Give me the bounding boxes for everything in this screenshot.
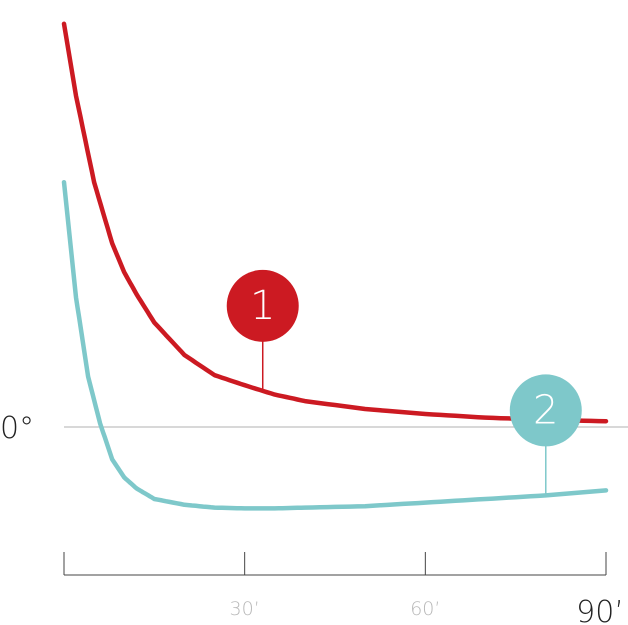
marker-layer: 12: [226, 269, 582, 496]
marker-label-2: 2: [533, 387, 558, 433]
series-line-2: [61, 179, 609, 511]
marker-circle-1: [226, 269, 299, 342]
x-tick-label-1: 30’: [230, 598, 260, 620]
x-axis: 30’ 60’ 90’: [63, 552, 624, 625]
series-layer: [61, 21, 609, 511]
zero-degree-label: 0°: [0, 411, 34, 446]
marker-label-1: 1: [250, 283, 275, 329]
marker-circle-2: [509, 374, 582, 447]
x-tick-label-2: 60’: [410, 598, 440, 620]
x-tick-label-3: 90’: [576, 595, 624, 625]
series-line-1: [61, 21, 609, 424]
